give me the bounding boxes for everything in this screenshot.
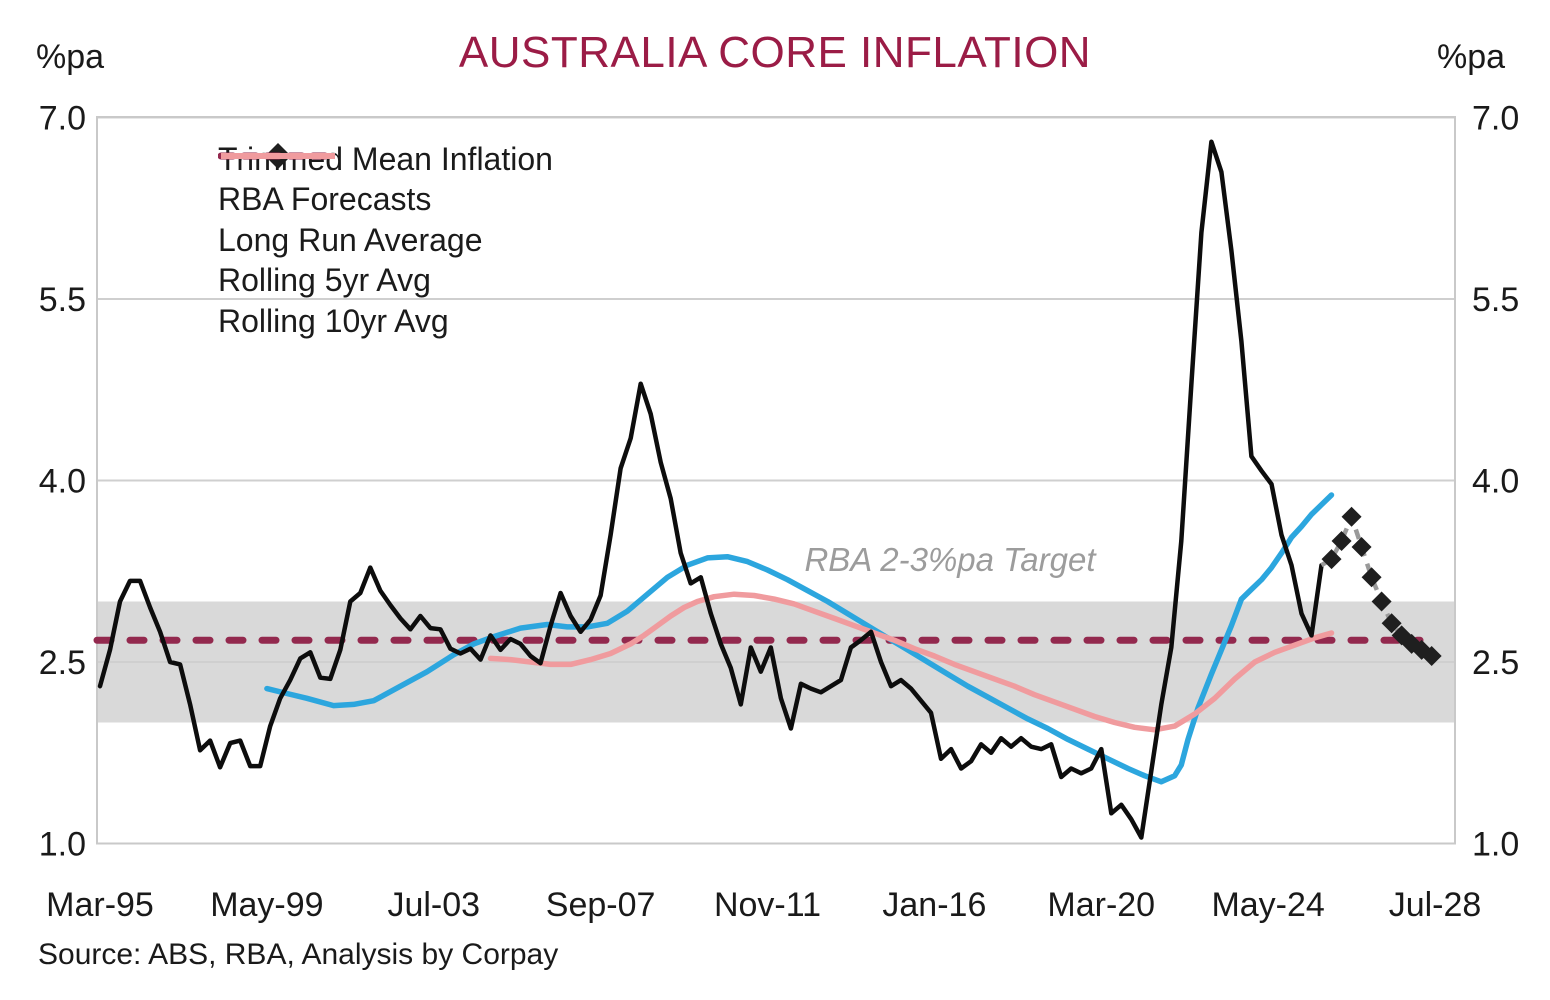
forecast-diamond-marker: [1421, 645, 1442, 666]
legend-label: Long Run Average: [218, 221, 483, 258]
legend-item: RBA Forecasts: [218, 143, 553, 221]
trimmed-mean-line: [97, 139, 1324, 840]
forecast-diamond-marker: [1351, 537, 1372, 558]
y-axis-unit-right: %pa: [1437, 38, 1506, 76]
y-tick-label-right: 7.0: [1472, 100, 1519, 138]
legend-item: Rolling 10yr Avg: [218, 153, 553, 342]
forecast-diamond-marker: [1361, 567, 1382, 588]
plot-border: [96, 116, 1456, 845]
y-tick-label-left: 1.0: [39, 826, 86, 864]
y-axis-unit-left: %pa: [36, 38, 105, 76]
y-tick-label-left: 2.5: [39, 644, 86, 682]
x-tick-label: Nov-11: [714, 886, 821, 924]
x-tick-label: Jan-16: [882, 886, 986, 924]
x-tick-label: Mar-95: [46, 886, 154, 924]
forecast-diamond-marker: [1331, 531, 1352, 551]
legend-label: Rolling 10yr Avg: [218, 302, 449, 339]
legend-item: Rolling 5yr Avg: [218, 153, 553, 302]
legend-item: Long Run Average: [218, 152, 553, 261]
legend-label: Rolling 5yr Avg: [218, 262, 431, 299]
x-tick-label: Jul-28: [1389, 886, 1482, 924]
x-tick-label: May-99: [210, 886, 323, 924]
y-tick-label-right: 4.0: [1472, 463, 1519, 501]
forecast-diamond-marker: [1321, 549, 1342, 570]
page-title: AUSTRALIA CORE INFLATION: [458, 28, 1092, 77]
x-tick-label: Jul-03: [387, 886, 480, 924]
x-tick-label: Sep-07: [546, 886, 656, 924]
y-tick-label-left: 5.5: [39, 281, 86, 319]
target-band-label: RBA 2-3%pa Target: [804, 541, 1096, 578]
legend-label: RBA Forecasts: [218, 181, 432, 218]
y-tick-label-left: 4.0: [39, 463, 86, 501]
forecast-diamond-marker: [1381, 613, 1402, 634]
rolling-10yr-avg-line: [487, 591, 1335, 733]
x-tick-label: Mar-20: [1047, 886, 1155, 924]
forecast-diamond-marker: [1371, 591, 1392, 612]
legend: Trimmed Mean Inflation RBA Forecasts Long …: [218, 139, 553, 342]
source-note: Source: ABS, RBA, Analysis by Corpay: [38, 938, 559, 971]
y-tick-label-right: 2.5: [1472, 644, 1519, 682]
y-tick-label-right: 5.5: [1472, 281, 1519, 319]
y-tick-label-right: 1.0: [1472, 826, 1519, 864]
x-tick-label: May-24: [1211, 886, 1324, 924]
legend-swatch-solid: [221, 153, 335, 159]
forecast-diamond-marker: [1341, 506, 1362, 527]
y-tick-label-left: 7.0: [39, 100, 86, 138]
